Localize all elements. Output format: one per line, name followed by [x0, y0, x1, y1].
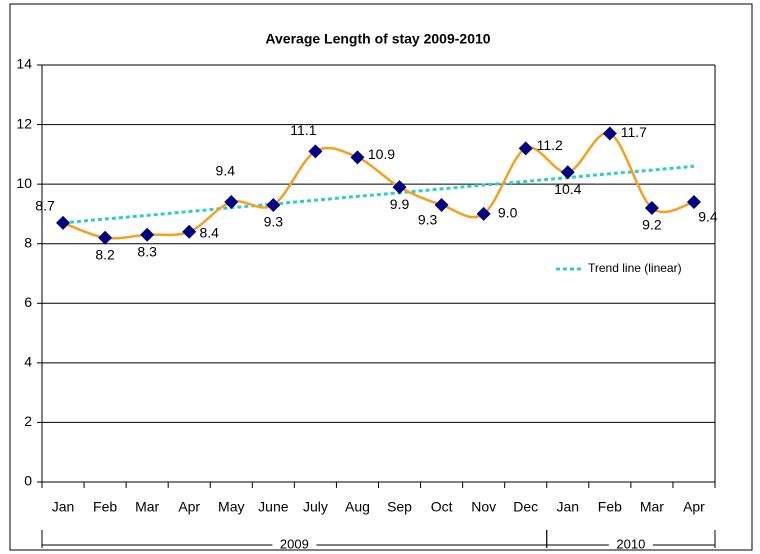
chart-title: Average Length of stay 2009-2010 [265, 31, 490, 47]
x-tick-label: Jan [52, 499, 75, 515]
x-tick-label: July [303, 499, 328, 515]
marker [644, 200, 659, 215]
marker [602, 126, 617, 141]
marker [476, 206, 491, 221]
data-label: 9.4 [698, 209, 718, 225]
chart-border [9, 3, 753, 551]
y-tick-label: 2 [24, 413, 32, 429]
x-tick-label: Mar [640, 499, 664, 515]
y-tick-label: 4 [24, 354, 32, 370]
x-tick-label: Feb [93, 499, 117, 515]
marker [350, 150, 365, 165]
trend-line [62, 164, 695, 225]
x-tick-label: Nov [471, 499, 496, 515]
x-tick-label: Sep [387, 499, 412, 515]
marker [266, 197, 281, 212]
group-label: 2009 [280, 536, 309, 551]
legend-label: Trend line (linear) [588, 261, 682, 275]
marker [56, 215, 71, 230]
data-label: 8.4 [199, 225, 219, 241]
x-tick-label: Aug [345, 499, 370, 515]
marker [224, 195, 239, 210]
data-label: 10.4 [554, 181, 581, 197]
x-tick-label: Jan [556, 499, 579, 515]
data-label: 11.2 [537, 137, 563, 153]
marker [140, 227, 155, 242]
y-tick-label: 0 [24, 473, 32, 489]
group-label: 2010 [616, 536, 645, 551]
data-label: 8.2 [95, 246, 115, 262]
data-label: 11.1 [290, 122, 316, 138]
x-tick-label: Dec [513, 499, 538, 515]
series-line [62, 131, 695, 240]
data-label: 9.9 [390, 196, 410, 212]
marker [308, 144, 323, 159]
marker [560, 165, 575, 180]
y-tick-label: 8 [24, 234, 32, 250]
data-label: 10.9 [368, 146, 395, 162]
y-tick-label: 6 [24, 294, 32, 310]
data-label: 8.3 [137, 243, 157, 259]
x-tick-label: May [218, 499, 244, 515]
data-label: 9.4 [216, 163, 236, 179]
x-tick-label: Feb [598, 499, 622, 515]
x-tick-label: Apr [178, 499, 200, 515]
y-tick-label: 12 [16, 115, 32, 131]
data-label: 9.2 [642, 217, 662, 233]
data-label: 9.3 [418, 212, 438, 228]
marker [518, 141, 533, 156]
x-tick-label: Oct [431, 499, 453, 515]
x-tick-label: June [258, 499, 289, 515]
data-label: 9.3 [264, 214, 284, 230]
y-tick-label: 10 [16, 175, 32, 191]
x-tick-label: Apr [683, 499, 705, 515]
y-tick-label: 14 [16, 56, 32, 72]
data-label: 8.7 [35, 198, 55, 214]
marker [182, 224, 197, 239]
marker [98, 230, 113, 245]
data-label: 9.0 [498, 205, 518, 221]
marker [392, 180, 407, 195]
marker [686, 195, 701, 210]
data-label: 11.7 [621, 124, 647, 140]
marker [434, 197, 449, 212]
x-tick-label: Mar [135, 499, 159, 515]
